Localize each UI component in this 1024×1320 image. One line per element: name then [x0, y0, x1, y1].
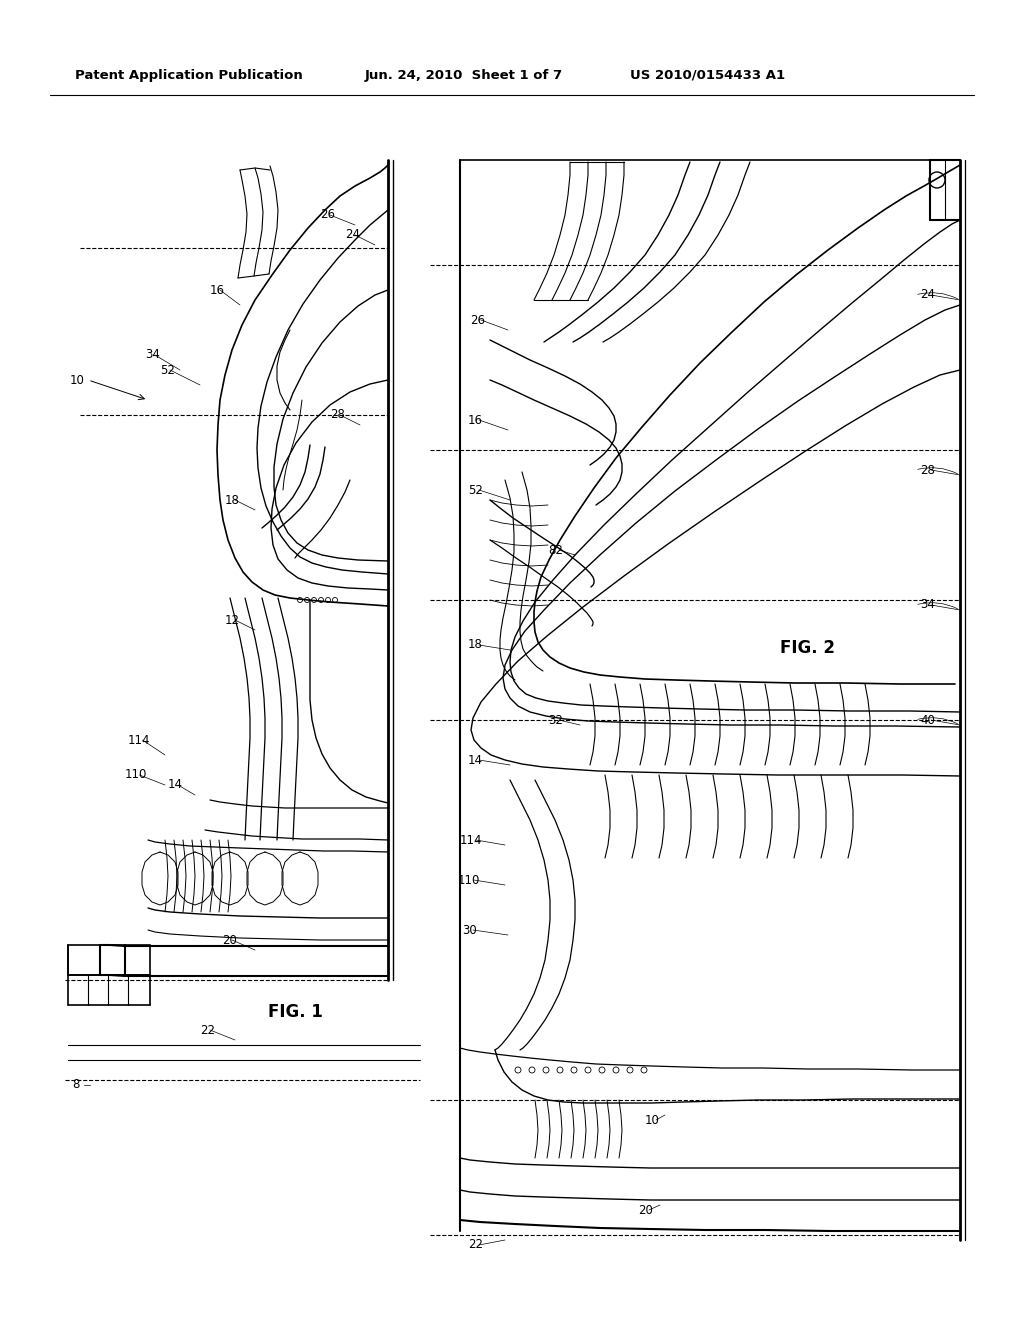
Text: 28: 28	[330, 408, 345, 421]
Text: 52: 52	[468, 483, 483, 496]
Text: 34: 34	[920, 598, 935, 611]
Text: Jun. 24, 2010  Sheet 1 of 7: Jun. 24, 2010 Sheet 1 of 7	[365, 69, 563, 82]
Text: 110: 110	[125, 768, 147, 781]
Text: 110: 110	[458, 874, 480, 887]
Text: 14: 14	[468, 754, 483, 767]
Text: 40: 40	[920, 714, 935, 726]
Text: 18: 18	[468, 639, 483, 652]
Text: 24: 24	[345, 228, 360, 242]
Text: 14: 14	[168, 779, 183, 792]
Text: 18: 18	[225, 494, 240, 507]
Text: 10: 10	[645, 1114, 659, 1126]
Bar	[68, 945, 150, 975]
Text: 28: 28	[920, 463, 935, 477]
Text: 10: 10	[70, 374, 85, 387]
Text: 32: 32	[548, 714, 563, 726]
Text: 20: 20	[638, 1204, 653, 1217]
Text: 8: 8	[72, 1078, 80, 1092]
Text: 30: 30	[462, 924, 477, 936]
Text: 22: 22	[468, 1238, 483, 1251]
Text: 26: 26	[319, 209, 335, 222]
Text: FIG. 1: FIG. 1	[267, 1003, 323, 1020]
Text: 16: 16	[210, 284, 225, 297]
Text: 26: 26	[470, 314, 485, 326]
Text: 114: 114	[460, 833, 482, 846]
Text: 22: 22	[200, 1023, 215, 1036]
Text: 34: 34	[145, 348, 160, 362]
Text: 52: 52	[160, 363, 175, 376]
Text: 16: 16	[468, 413, 483, 426]
Text: US 2010/0154433 A1: US 2010/0154433 A1	[630, 69, 785, 82]
Text: FIG. 2: FIG. 2	[780, 639, 835, 657]
Text: 24: 24	[920, 289, 935, 301]
Text: 20: 20	[222, 933, 237, 946]
Text: 114: 114	[128, 734, 151, 747]
Text: 82: 82	[548, 544, 563, 557]
Text: 12: 12	[225, 614, 240, 627]
Text: Patent Application Publication: Patent Application Publication	[75, 69, 303, 82]
